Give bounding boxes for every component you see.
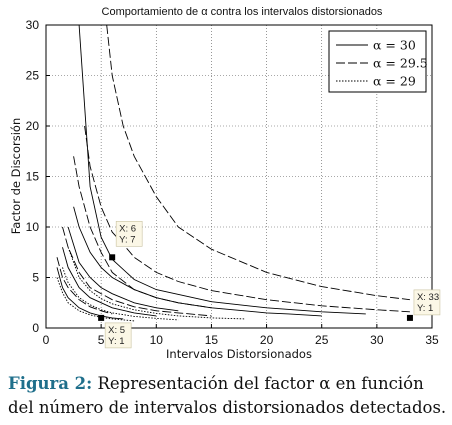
datatip-x-label: X: 6 (119, 223, 136, 234)
datatip-x-label: X: 5 (108, 325, 125, 336)
series-line (62, 226, 212, 317)
x-tick-label: 10 (150, 333, 164, 347)
series-line (84, 125, 410, 313)
x-tick-label: 20 (260, 333, 274, 347)
series-line (56, 257, 113, 315)
x-tick-label: 5 (98, 333, 105, 347)
series-line (67, 226, 179, 312)
legend-box (328, 30, 427, 93)
legend-label: α = 30 (373, 38, 416, 53)
caption-text: Representación del factor α en función d… (8, 374, 447, 417)
y-tick-label: 20 (26, 119, 40, 133)
datatip-marker (98, 314, 105, 321)
datatip-box (104, 322, 132, 349)
series-line (73, 206, 322, 317)
series-line (106, 24, 410, 301)
y-tick-label: 0 (32, 321, 39, 335)
series-layer (56, 24, 410, 322)
legend-label: α = 29 (373, 74, 416, 89)
series-dotted (56, 247, 245, 322)
legend: α = 30 α = 29.5 α = 29 (328, 30, 428, 93)
series-dashed (56, 24, 410, 317)
x-tick-label: 0 (43, 333, 50, 347)
legend-label: α = 29.5 (373, 56, 428, 71)
datatip-y-label: Y: 1 (108, 336, 124, 347)
datatip-x-label: X: 33 (417, 292, 439, 303)
datatip-y-label: Y: 7 (119, 234, 135, 245)
x-tick-label: 35 (425, 333, 439, 347)
datatip-box (413, 289, 441, 316)
series-line (56, 267, 124, 320)
y-tick-label: 15 (26, 170, 40, 184)
y-axis-label: Factor de Discorsión (9, 118, 23, 235)
y-tick-label: 10 (26, 220, 40, 234)
x-tick-label: 30 (370, 333, 384, 347)
series-line (73, 156, 212, 309)
datatip-marker (109, 254, 116, 261)
x-axis-label: Intervalos Distorsionados (166, 347, 312, 361)
y-tick-label: 25 (26, 69, 40, 83)
datatip-y-label: Y: 1 (417, 303, 433, 314)
datatip-box (115, 221, 143, 247)
series-line (62, 267, 179, 321)
x-tick-label: 15 (205, 333, 219, 347)
series-line (62, 247, 157, 317)
axis-ticks: 0 5 10 15 20 25 30 35 0 5 10 15 20 25 30 (26, 18, 439, 347)
caption-label: Figura 2: (8, 374, 93, 393)
x-tick-label: 25 (315, 333, 329, 347)
y-tick-label: 5 (32, 271, 39, 285)
datatips: X: 6Y: 7X: 5Y: 1X: 33Y: 1 (98, 221, 441, 349)
figure-caption: Figura 2: Representación del factor α en… (8, 372, 452, 420)
series-line (78, 24, 366, 315)
datatip-marker (406, 314, 413, 321)
chart-title: Comportamiento de α contra los intervalo… (102, 6, 383, 18)
y-tick-label: 30 (26, 18, 40, 32)
series-line (67, 247, 245, 320)
